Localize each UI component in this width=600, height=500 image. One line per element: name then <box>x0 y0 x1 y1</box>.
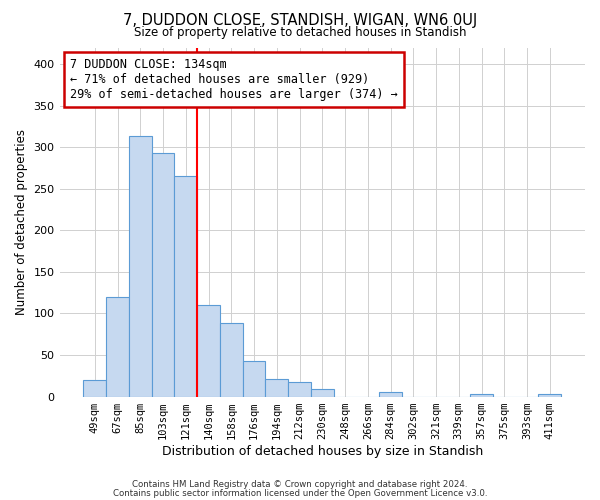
Text: Contains public sector information licensed under the Open Government Licence v3: Contains public sector information licen… <box>113 488 487 498</box>
Bar <box>538 394 561 396</box>
Text: Size of property relative to detached houses in Standish: Size of property relative to detached ho… <box>134 26 466 39</box>
Bar <box>175 176 197 396</box>
Text: 7 DUDDON CLOSE: 134sqm
← 71% of detached houses are smaller (929)
29% of semi-de: 7 DUDDON CLOSE: 134sqm ← 71% of detached… <box>70 58 398 101</box>
Bar <box>242 361 265 396</box>
X-axis label: Distribution of detached houses by size in Standish: Distribution of detached houses by size … <box>161 444 483 458</box>
Bar <box>379 392 402 396</box>
Bar <box>129 136 152 396</box>
Y-axis label: Number of detached properties: Number of detached properties <box>15 129 28 315</box>
Text: Contains HM Land Registry data © Crown copyright and database right 2024.: Contains HM Land Registry data © Crown c… <box>132 480 468 489</box>
Bar <box>288 382 311 396</box>
Bar <box>106 297 129 396</box>
Bar <box>470 394 493 396</box>
Bar <box>152 153 175 396</box>
Bar <box>311 389 334 396</box>
Text: 7, DUDDON CLOSE, STANDISH, WIGAN, WN6 0UJ: 7, DUDDON CLOSE, STANDISH, WIGAN, WN6 0U… <box>123 12 477 28</box>
Bar <box>83 380 106 396</box>
Bar <box>265 379 288 396</box>
Bar <box>220 324 242 396</box>
Bar <box>197 305 220 396</box>
